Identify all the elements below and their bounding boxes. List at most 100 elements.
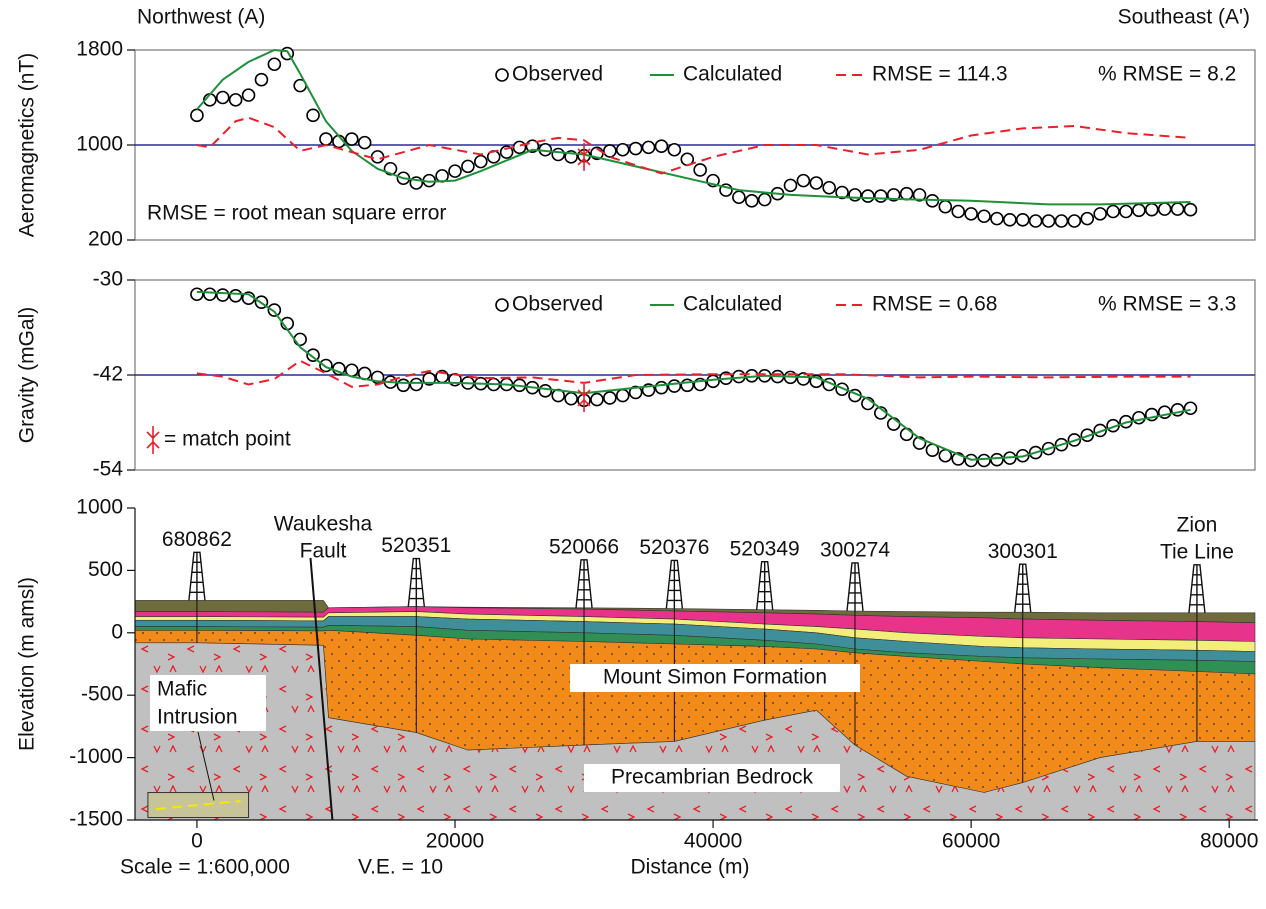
observed-point <box>514 141 526 153</box>
annotation: = match point <box>164 428 291 451</box>
derrick <box>408 559 424 607</box>
y-tick-label: -500 <box>81 683 123 706</box>
observed-point <box>707 375 719 387</box>
observed-point <box>462 160 474 172</box>
observed-point <box>952 206 964 218</box>
y-axis-label: Gravity (mGal) <box>16 307 39 444</box>
calculated-line <box>197 292 1191 460</box>
observed-point <box>1133 412 1145 424</box>
legend-match-symbol <box>147 426 159 454</box>
figure: Northwest (A) Southeast (A') Scale = 1:6… <box>0 0 1266 909</box>
y-tick-label: -1000 <box>69 745 123 768</box>
well-label: 680862 <box>162 528 232 551</box>
observed-point <box>797 175 809 187</box>
legend-label: RMSE = 114.3 <box>872 63 1008 86</box>
observed-point <box>1081 213 1093 225</box>
observed-point <box>991 454 1003 466</box>
observed-point <box>359 137 371 149</box>
well-label: 520066 <box>549 535 619 558</box>
observed-point <box>204 288 216 300</box>
well-label: Tie Line <box>1160 540 1234 563</box>
observed-point <box>1055 215 1067 227</box>
observed-point <box>320 133 332 145</box>
observed-point <box>978 210 990 222</box>
observed-point <box>1107 206 1119 218</box>
well-label: 300301 <box>988 540 1058 563</box>
y-tick-label: 0 <box>111 620 123 643</box>
legend-label: RMSE = 0.68 <box>872 293 997 316</box>
well-label: 520349 <box>730 537 800 560</box>
x-tick-label: 80000 <box>1200 830 1258 853</box>
observed-point <box>1120 206 1132 218</box>
observed-point <box>694 164 706 176</box>
observed-point <box>668 380 680 392</box>
mafic-label: Mafic <box>157 678 207 701</box>
match-symbol-shape <box>147 426 159 454</box>
y-tick-label: -30 <box>93 268 123 291</box>
observed-point <box>243 89 255 101</box>
scale-note: Scale = 1:600,000 <box>120 856 290 879</box>
observed-point <box>475 156 487 168</box>
well-label: 520351 <box>381 534 451 557</box>
y-tick-label: 500 <box>88 558 123 581</box>
observed-point <box>733 191 745 203</box>
x-tick-label: 60000 <box>942 830 1000 853</box>
legend-label: Observed <box>512 293 603 316</box>
y-axis-label: Elevation (m amsl) <box>16 577 39 751</box>
observed-point <box>307 109 319 121</box>
observed-point <box>268 58 280 70</box>
derrick <box>666 560 682 608</box>
y-tick-label: 1000 <box>76 496 123 519</box>
x-axis-label: Distance (m) <box>630 856 749 879</box>
observed-point <box>784 179 796 191</box>
well-label: 520376 <box>639 536 709 559</box>
rmse-percent: % RMSE = 3.3 <box>1098 293 1236 316</box>
derrick <box>576 560 592 608</box>
observed-point <box>991 213 1003 225</box>
y-tick-label: -54 <box>93 458 124 481</box>
mafic-label: Intrusion <box>157 706 238 729</box>
derrick <box>189 552 205 600</box>
observed-point <box>875 190 887 202</box>
observed-point <box>397 379 409 391</box>
mafic-intrusion <box>148 793 249 818</box>
observed-point <box>862 190 874 202</box>
observed-point <box>372 151 384 163</box>
derrick <box>1015 564 1031 612</box>
observed-point <box>552 149 564 161</box>
fault-label: Fault <box>300 540 347 563</box>
observed-point <box>1133 204 1145 216</box>
x-tick-label: 0 <box>191 830 203 853</box>
y-tick-label: 1800 <box>76 38 123 61</box>
x-tick-label: 40000 <box>684 830 742 853</box>
observed-point <box>759 194 771 206</box>
header-left: Northwest (A) <box>137 6 265 29</box>
derrick <box>1189 565 1205 613</box>
observed-point <box>1172 203 1184 215</box>
observed-point <box>268 304 280 316</box>
legend-marker <box>496 69 508 81</box>
fault-label: Waukesha <box>274 513 373 536</box>
y-axis-label: Aeromagnetics (nT) <box>16 53 39 237</box>
observed-point <box>1043 215 1055 227</box>
formation-label: Mount Simon Formation <box>603 666 827 689</box>
observed-point <box>604 145 616 157</box>
derrick <box>757 562 773 610</box>
observed-point <box>1017 214 1029 226</box>
observed-point <box>617 144 629 156</box>
header-right: Southeast (A') <box>1118 6 1250 29</box>
observed-point <box>217 289 229 301</box>
observed-point <box>191 109 203 121</box>
formation-label: Precambrian Bedrock <box>611 766 813 789</box>
observed-point <box>539 385 551 397</box>
annotation: RMSE = root mean square error <box>147 202 446 225</box>
observed-point <box>849 189 861 201</box>
observed-point <box>655 382 667 394</box>
observed-point <box>888 418 900 430</box>
legend-label: Observed <box>512 63 603 86</box>
observed-point <box>346 133 358 145</box>
observed-point <box>901 188 913 200</box>
observed-point <box>1184 402 1196 414</box>
observed-point <box>901 428 913 440</box>
observed-point <box>630 143 642 155</box>
